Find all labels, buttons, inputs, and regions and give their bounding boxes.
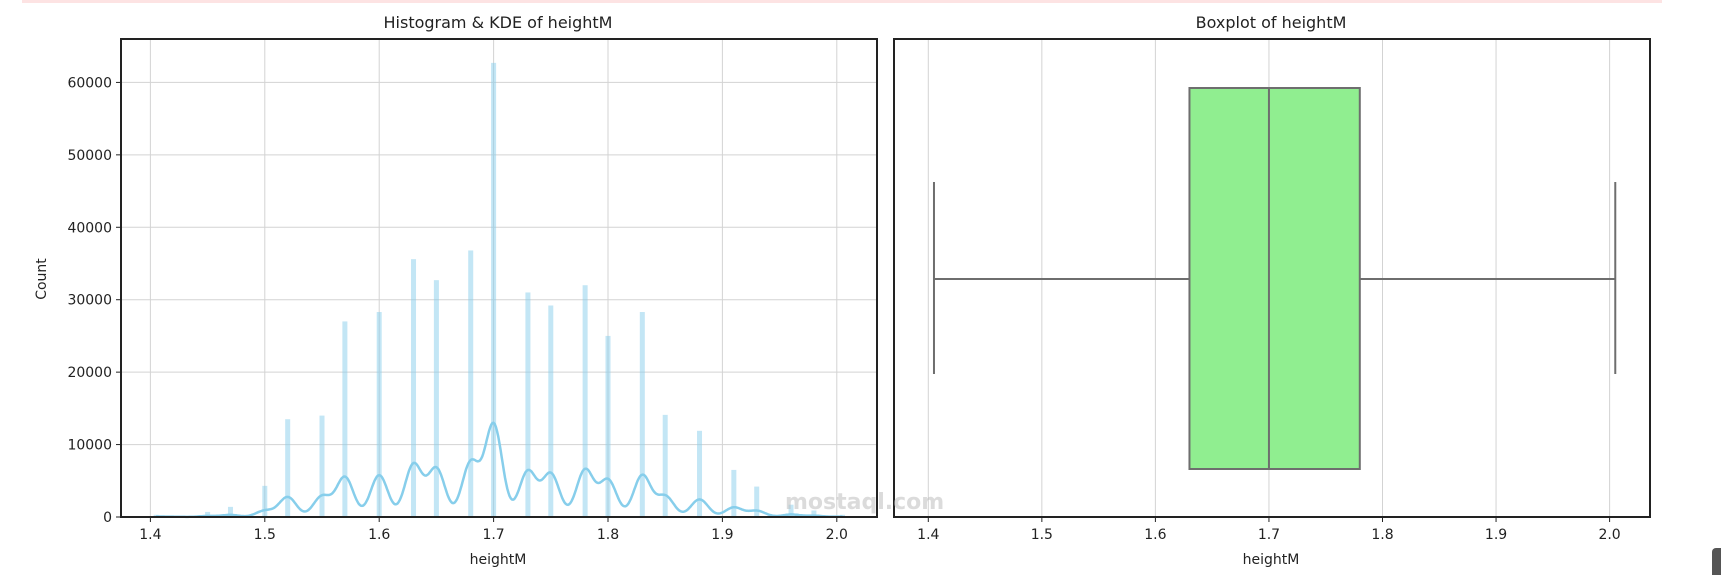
- watermark: mostaql.com: [785, 490, 945, 515]
- histogram-bar: [468, 250, 474, 518]
- histogram-bar: [376, 312, 382, 517]
- histogram-bar: [811, 510, 817, 517]
- histogram-bar: [262, 485, 268, 517]
- histogram-bar: [342, 321, 348, 517]
- histogram-bar: [754, 486, 760, 517]
- x-tick-label: 1.6: [368, 527, 390, 543]
- histogram-bar: [227, 506, 233, 517]
- histogram-xlabel: heightM: [470, 552, 527, 568]
- histogram-bar: [840, 514, 846, 517]
- axes-frame: [120, 38, 878, 518]
- histogram-ylabel: Count: [34, 258, 50, 300]
- y-tick-label: 60000: [67, 75, 112, 91]
- histogram-bar: [433, 280, 439, 517]
- x-tick-label: 1.9: [711, 527, 733, 543]
- boxplot-title: Boxplot of heightM: [1196, 13, 1347, 32]
- histogram-bar: [605, 335, 611, 517]
- x-tick-label: 1.6: [1144, 527, 1166, 543]
- iqr-box: [1188, 87, 1361, 470]
- histogram-bar: [411, 259, 417, 517]
- histogram-bar: [205, 511, 211, 517]
- x-tick-label: 1.8: [597, 527, 619, 543]
- histogram-bar: [662, 414, 668, 517]
- histogram-bar: [582, 285, 588, 517]
- boxplot-panel: 1.4 1.5 1.6 1.7 1.8 1.9 2.0: [893, 38, 1651, 543]
- scrollbar[interactable]: [1712, 548, 1721, 575]
- y-tick-label: 50000: [67, 148, 112, 164]
- histogram-bar: [731, 469, 737, 517]
- x-tick-label: 1.9: [1485, 527, 1507, 543]
- y-tick-label: 20000: [67, 365, 112, 381]
- axes-frame: [893, 38, 1651, 518]
- histogram-title: Histogram & KDE of heightM: [384, 13, 613, 32]
- x-tick-label: 1.7: [1258, 527, 1280, 543]
- x-tick-label: 2.0: [1598, 527, 1620, 543]
- histogram-bar: [319, 415, 325, 517]
- boxplot-xlabel: heightM: [1243, 552, 1300, 568]
- x-tick-label: 1.4: [139, 527, 161, 543]
- x-tick-label: 1.5: [1031, 527, 1053, 543]
- histogram-bar: [788, 504, 794, 517]
- y-tick-label: 10000: [67, 438, 112, 454]
- top-divider: [22, 0, 1662, 3]
- histogram-bar: [491, 62, 497, 518]
- histogram-bar: [525, 292, 531, 517]
- histogram-bar: [639, 312, 645, 517]
- x-tick-label: 1.5: [254, 527, 276, 543]
- y-tick-label: 0: [103, 510, 112, 526]
- histogram-bar: [548, 305, 554, 517]
- histogram-panel: 1.4 1.5 1.6 1.7 1.8 1.9 2.0 0 10000 20000 30000 400…: [67, 38, 878, 543]
- x-tick-label: 1.4: [917, 527, 939, 543]
- x-tick-label: 2.0: [826, 527, 848, 543]
- histogram-bar: [697, 430, 703, 517]
- y-tick-label: 30000: [67, 293, 112, 309]
- x-tick-label: 1.8: [1371, 527, 1393, 543]
- y-tick-label: 40000: [67, 220, 112, 236]
- x-tick-label: 1.7: [482, 527, 504, 543]
- kde-line: [156, 421, 843, 519]
- histogram-bar: [285, 419, 291, 517]
